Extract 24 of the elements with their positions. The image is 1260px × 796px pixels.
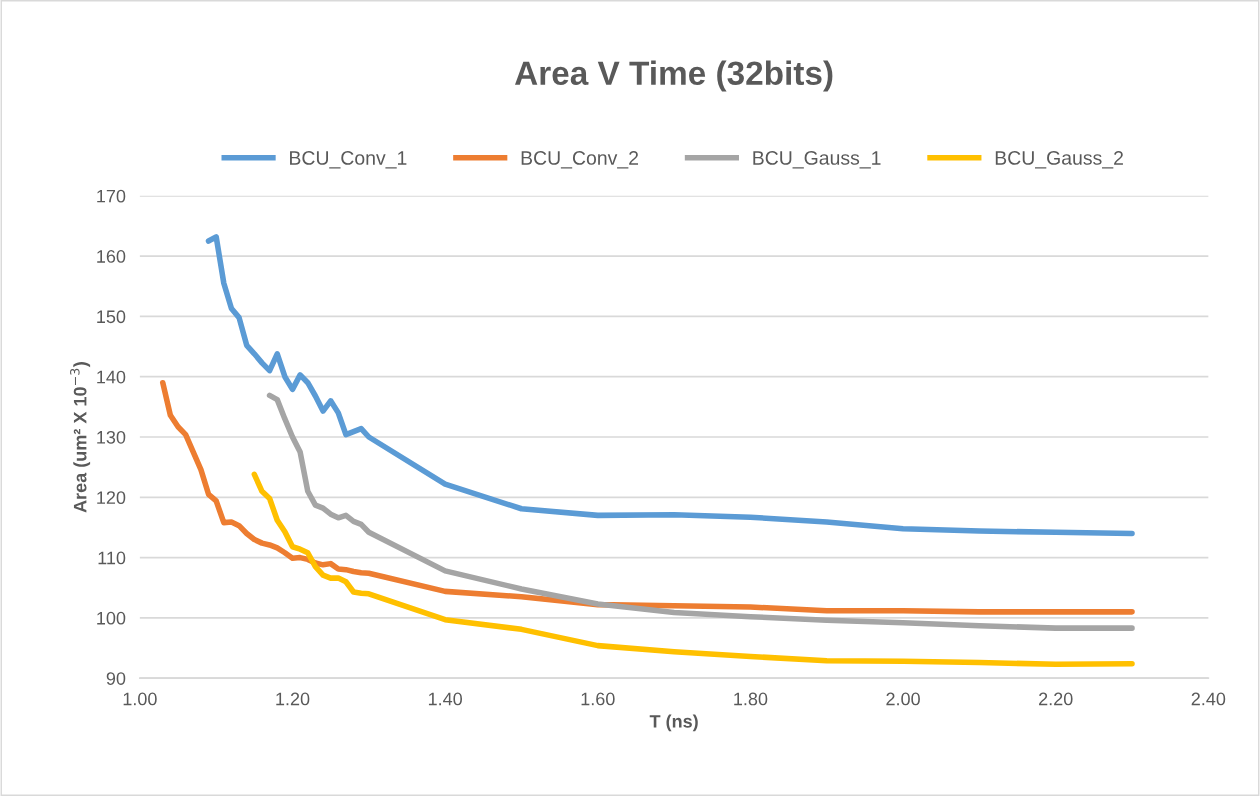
legend-label: BCU_Gauss_2 — [995, 151, 1123, 169]
x-tick-label: 1.80 — [734, 692, 768, 706]
x-tick-label: 1.20 — [276, 692, 310, 706]
y-tick-label: 160 — [97, 250, 126, 263]
x-tick-label: 1.00 — [123, 692, 157, 706]
y-tick-label: 110 — [98, 551, 126, 565]
y-tick-label: 120 — [97, 491, 126, 505]
x-tick-label: 1.40 — [428, 692, 463, 706]
y-axis-title: Area (um² X 10$^{−3}$) — [70, 362, 91, 513]
legend-label: BCU_Conv_1 — [290, 151, 407, 169]
chart-title: Area V Time (32bits) — [514, 60, 833, 92]
y-tick-label: 150 — [97, 310, 126, 324]
x-tick-label: 2.00 — [886, 692, 920, 706]
legend-label: BCU_Conv_2 — [521, 151, 639, 169]
x-tick-label: 2.40 — [1191, 692, 1226, 706]
y-tick-label: 170 — [97, 189, 126, 203]
x-tick-label: 1.60 — [581, 692, 615, 706]
y-tick-label: 130 — [97, 430, 126, 444]
x-axis-title: T (ns) — [649, 714, 698, 732]
y-tick-label: 90 — [106, 672, 126, 685]
y-tick-label: 100 — [97, 611, 126, 625]
y-tick-label: 140 — [97, 370, 126, 384]
legend-label: BCU_Gauss_1 — [753, 151, 881, 169]
x-tick-label: 2.20 — [1039, 692, 1073, 706]
